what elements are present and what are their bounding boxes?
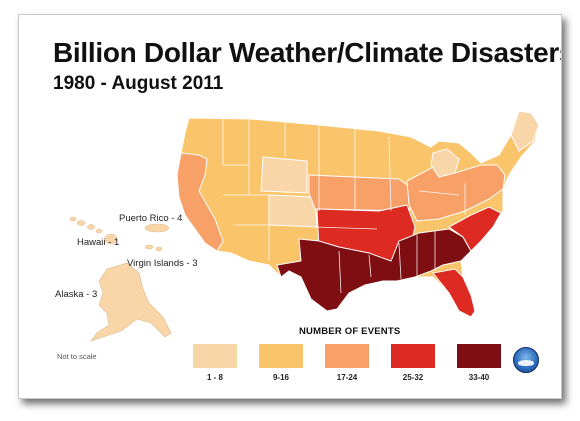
legend-label-9-16: 9-16: [272, 373, 289, 382]
region-michigan: [430, 148, 460, 178]
state-borders: [222, 119, 466, 294]
map-card: Billion Dollar Weather/Climate Disasters…: [18, 14, 562, 399]
region-west-coast: [176, 152, 224, 252]
legend-swatch-9-16: [259, 344, 303, 368]
region-maine: [510, 110, 540, 152]
region-wyoming: [260, 156, 308, 194]
legend-label-25-32: 25-32: [402, 373, 424, 382]
alaska-shape: [90, 262, 172, 342]
region-colorado: [268, 194, 318, 228]
region-nebraska-iowa: [308, 174, 416, 212]
legend-swatch-17-24: [325, 344, 369, 368]
legend-label-33-40: 33-40: [468, 373, 490, 382]
virgin-islands-label: Virgin Islands - 3: [127, 258, 198, 269]
legend-swatch-1-8: [193, 344, 237, 368]
legend-label-17-24: 17-24: [336, 373, 358, 382]
legend-swatch-25-32: [391, 344, 435, 368]
puerto-rico-label: Puerto Rico - 4: [119, 213, 183, 224]
scale-note: Not to scale: [57, 352, 97, 361]
page-title: Billion Dollar Weather/Climate Disasters: [53, 37, 562, 68]
legend-label-1-8: 1 - 8: [206, 373, 223, 382]
hawaii-label: Hawaii - 1: [77, 237, 120, 248]
legend-swatch-33-40: [457, 344, 501, 368]
page-subtitle: 1980 - August 2011: [53, 73, 224, 94]
virgin-islands: [144, 244, 163, 252]
puerto-rico-island: [144, 223, 170, 233]
us-map: [69, 110, 540, 342]
legend-title: NUMBER OF EVENTS: [299, 326, 401, 337]
region-carolinas: [448, 206, 502, 252]
hawaii-islands: [69, 216, 118, 245]
noaa-logo-icon: [513, 347, 539, 373]
region-florida: [432, 268, 476, 318]
region-texas-deep-south: [276, 228, 472, 312]
alaska-label: Alaska - 3: [55, 289, 98, 300]
